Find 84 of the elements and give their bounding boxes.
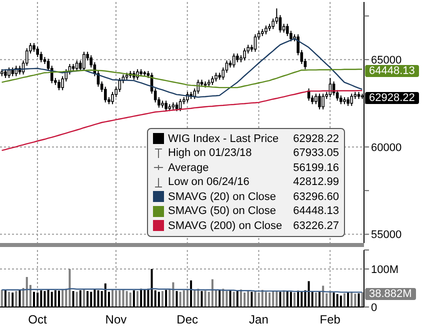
x-tick-label: Dec	[176, 312, 198, 327]
bar	[194, 290, 196, 307]
candlestick	[278, 14, 282, 34]
bar	[161, 291, 164, 307]
bar	[247, 290, 250, 307]
bar	[314, 292, 317, 307]
candlestick	[8, 66, 10, 78]
bar	[232, 292, 235, 307]
bar	[264, 292, 267, 307]
candlestick	[225, 60, 228, 74]
bar	[197, 288, 200, 307]
bar	[343, 293, 346, 307]
candlestick	[232, 53, 236, 68]
annotation: 63296.60	[293, 190, 339, 203]
bar	[112, 290, 114, 307]
bar	[136, 291, 138, 307]
y-tick-label: 65000	[371, 54, 402, 67]
bar	[204, 290, 206, 307]
candlestick	[82, 51, 86, 72]
annotation: 67933.05	[293, 147, 339, 160]
bar	[354, 294, 356, 307]
bar	[258, 292, 260, 307]
bar	[179, 292, 182, 307]
bar	[261, 290, 264, 307]
bar	[182, 290, 185, 307]
y-tick-label: 55000	[371, 229, 402, 242]
bar	[76, 292, 78, 307]
bar	[322, 286, 324, 307]
bar	[186, 290, 188, 307]
text: 38.882M	[365, 288, 416, 300]
annotation: 64448.13	[293, 205, 339, 218]
text: 64448.13	[365, 65, 419, 78]
bar	[272, 290, 274, 307]
candlestick	[314, 93, 318, 105]
legend-label: SMAVG (200) on Close	[168, 220, 284, 232]
candlestick	[318, 93, 321, 110]
annotation: 56199.16	[293, 162, 339, 174]
x-tick-label: Oct	[28, 312, 48, 327]
x-tick-label: Jan	[249, 312, 268, 327]
x-tick-label: Nov	[105, 312, 127, 327]
candlestick	[254, 34, 257, 52]
bar	[226, 291, 228, 307]
x-tick-label: Feb	[320, 312, 341, 327]
annotation: 42812.99	[293, 176, 339, 188]
bar	[122, 290, 124, 307]
candlestick	[243, 48, 246, 62]
candlestick	[58, 79, 60, 91]
legend-label: SMAVG (50) on Close	[168, 205, 278, 218]
annotation: Low on 06/24/16	[168, 176, 250, 188]
annotation: 62928.22	[293, 132, 339, 145]
candlestick	[178, 98, 182, 112]
bar	[126, 291, 128, 307]
bar	[276, 291, 278, 307]
bar	[129, 292, 132, 307]
bar	[329, 292, 332, 307]
bar	[244, 292, 246, 307]
bar	[254, 291, 256, 307]
bar	[8, 292, 10, 307]
bar	[118, 290, 121, 307]
text: 62928.22	[365, 92, 419, 104]
bar	[15, 291, 18, 307]
bar	[62, 290, 64, 307]
bar	[26, 276, 28, 307]
annotation: Average	[168, 162, 210, 174]
bar	[294, 292, 296, 307]
candlestick	[322, 93, 324, 110]
candlestick	[164, 100, 168, 112]
candlestick	[75, 60, 78, 72]
y-tick-label: 0	[371, 302, 378, 314]
bar	[172, 282, 174, 307]
bar	[282, 290, 285, 307]
bar	[68, 269, 71, 307]
y-tick-label: 100M	[371, 264, 399, 276]
bar	[211, 279, 214, 307]
annotation: High on 01/23/18	[168, 147, 253, 160]
bar	[82, 290, 85, 307]
bar	[0, 290, 3, 307]
legend-label: WIG Index - Last Price	[168, 132, 280, 145]
annotation: 63226.27	[293, 220, 339, 232]
legend-label: SMAVG (20) on Close	[168, 190, 278, 203]
bar	[268, 292, 271, 307]
bar	[115, 290, 118, 307]
candlestick	[350, 93, 354, 106]
y-tick-label: 60000	[371, 142, 402, 154]
